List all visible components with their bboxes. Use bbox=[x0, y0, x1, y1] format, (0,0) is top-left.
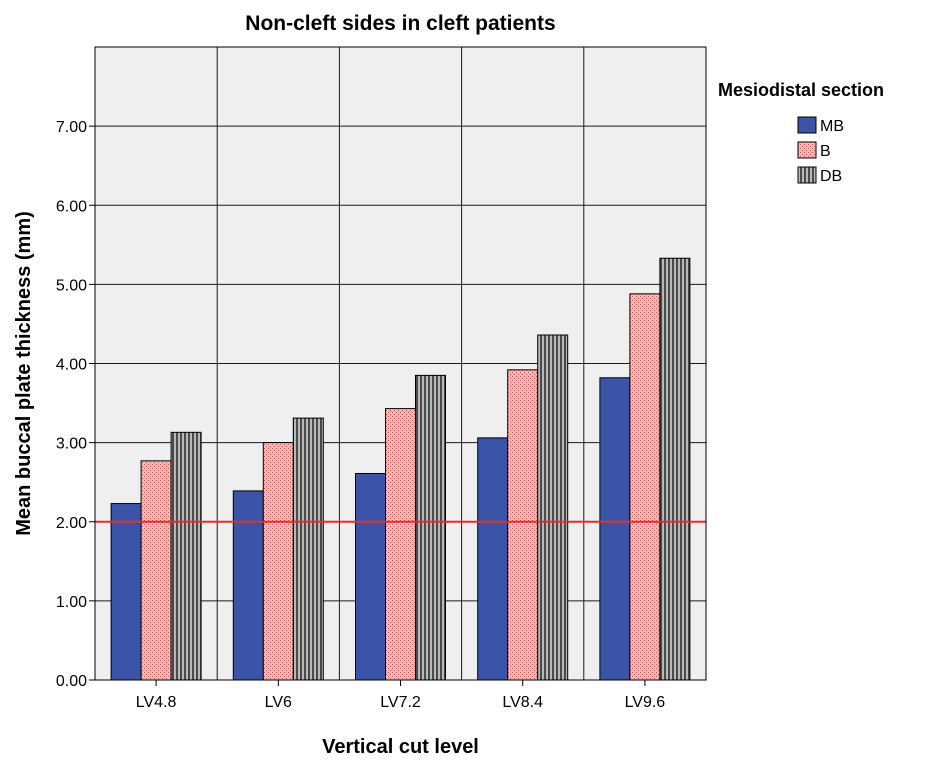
bar-b-lv8-4 bbox=[507, 369, 539, 681]
legend-label-b: B bbox=[820, 143, 831, 160]
legend-swatch-db bbox=[797, 166, 817, 184]
y-tick-label: 3.00 bbox=[56, 436, 87, 453]
chart-title: Non-cleft sides in cleft patients bbox=[245, 12, 555, 35]
bar-db-lv9-6 bbox=[659, 257, 691, 681]
axes: 0.00 1.00 2.00 3.00 4.00 5.00 6.00 7.00 LV4.8 LV6… bbox=[56, 119, 665, 711]
x-tick-label: LV8.4 bbox=[502, 694, 543, 711]
bar-db-lv6 bbox=[292, 417, 324, 681]
y-tick-label: 0.00 bbox=[56, 673, 87, 690]
x-tick-label: LV6 bbox=[265, 694, 292, 711]
bar-db-lv7-2 bbox=[415, 374, 446, 681]
x-axis-label: Vertical cut level bbox=[322, 736, 479, 758]
bar-mb-lv4-8 bbox=[110, 503, 142, 681]
y-tick-label: 2.00 bbox=[56, 515, 87, 532]
bar-mb-lv6 bbox=[232, 490, 264, 681]
y-tick-label: 5.00 bbox=[56, 277, 87, 294]
legend-swatch-b bbox=[797, 141, 817, 159]
x-tick-label: LV9.6 bbox=[625, 694, 666, 711]
legend-swatch-mb bbox=[797, 116, 817, 134]
bar-mb-lv8-4 bbox=[477, 437, 509, 681]
legend: Mesiodistal section MB B DB bbox=[718, 80, 884, 185]
bar-mb-lv9-6 bbox=[599, 377, 631, 681]
x-tick-label: LV7.2 bbox=[380, 694, 421, 711]
y-tick-label: 6.00 bbox=[56, 198, 87, 215]
legend-label-mb: MB bbox=[820, 118, 844, 135]
bar-mb-lv7-2 bbox=[355, 472, 386, 681]
bar-db-lv8-4 bbox=[537, 334, 569, 681]
bar-db-lv4-8 bbox=[170, 431, 202, 681]
y-tick-label: 7.00 bbox=[56, 119, 87, 136]
bar-b-lv6 bbox=[262, 442, 294, 681]
y-tick-label: 1.00 bbox=[56, 594, 87, 611]
y-tick-label: 4.00 bbox=[56, 357, 87, 374]
x-tick-label: LV4.8 bbox=[136, 694, 177, 711]
legend-label-db: DB bbox=[820, 168, 842, 185]
bar-b-lv7-2 bbox=[385, 408, 416, 681]
bar-b-lv9-6 bbox=[629, 293, 661, 681]
y-axis-label: Mean buccal plate thickness (mm) bbox=[13, 211, 35, 536]
bar-b-lv4-8 bbox=[140, 460, 172, 681]
legend-items: MB B DB bbox=[797, 116, 844, 185]
legend-title: Mesiodistal section bbox=[718, 80, 884, 100]
